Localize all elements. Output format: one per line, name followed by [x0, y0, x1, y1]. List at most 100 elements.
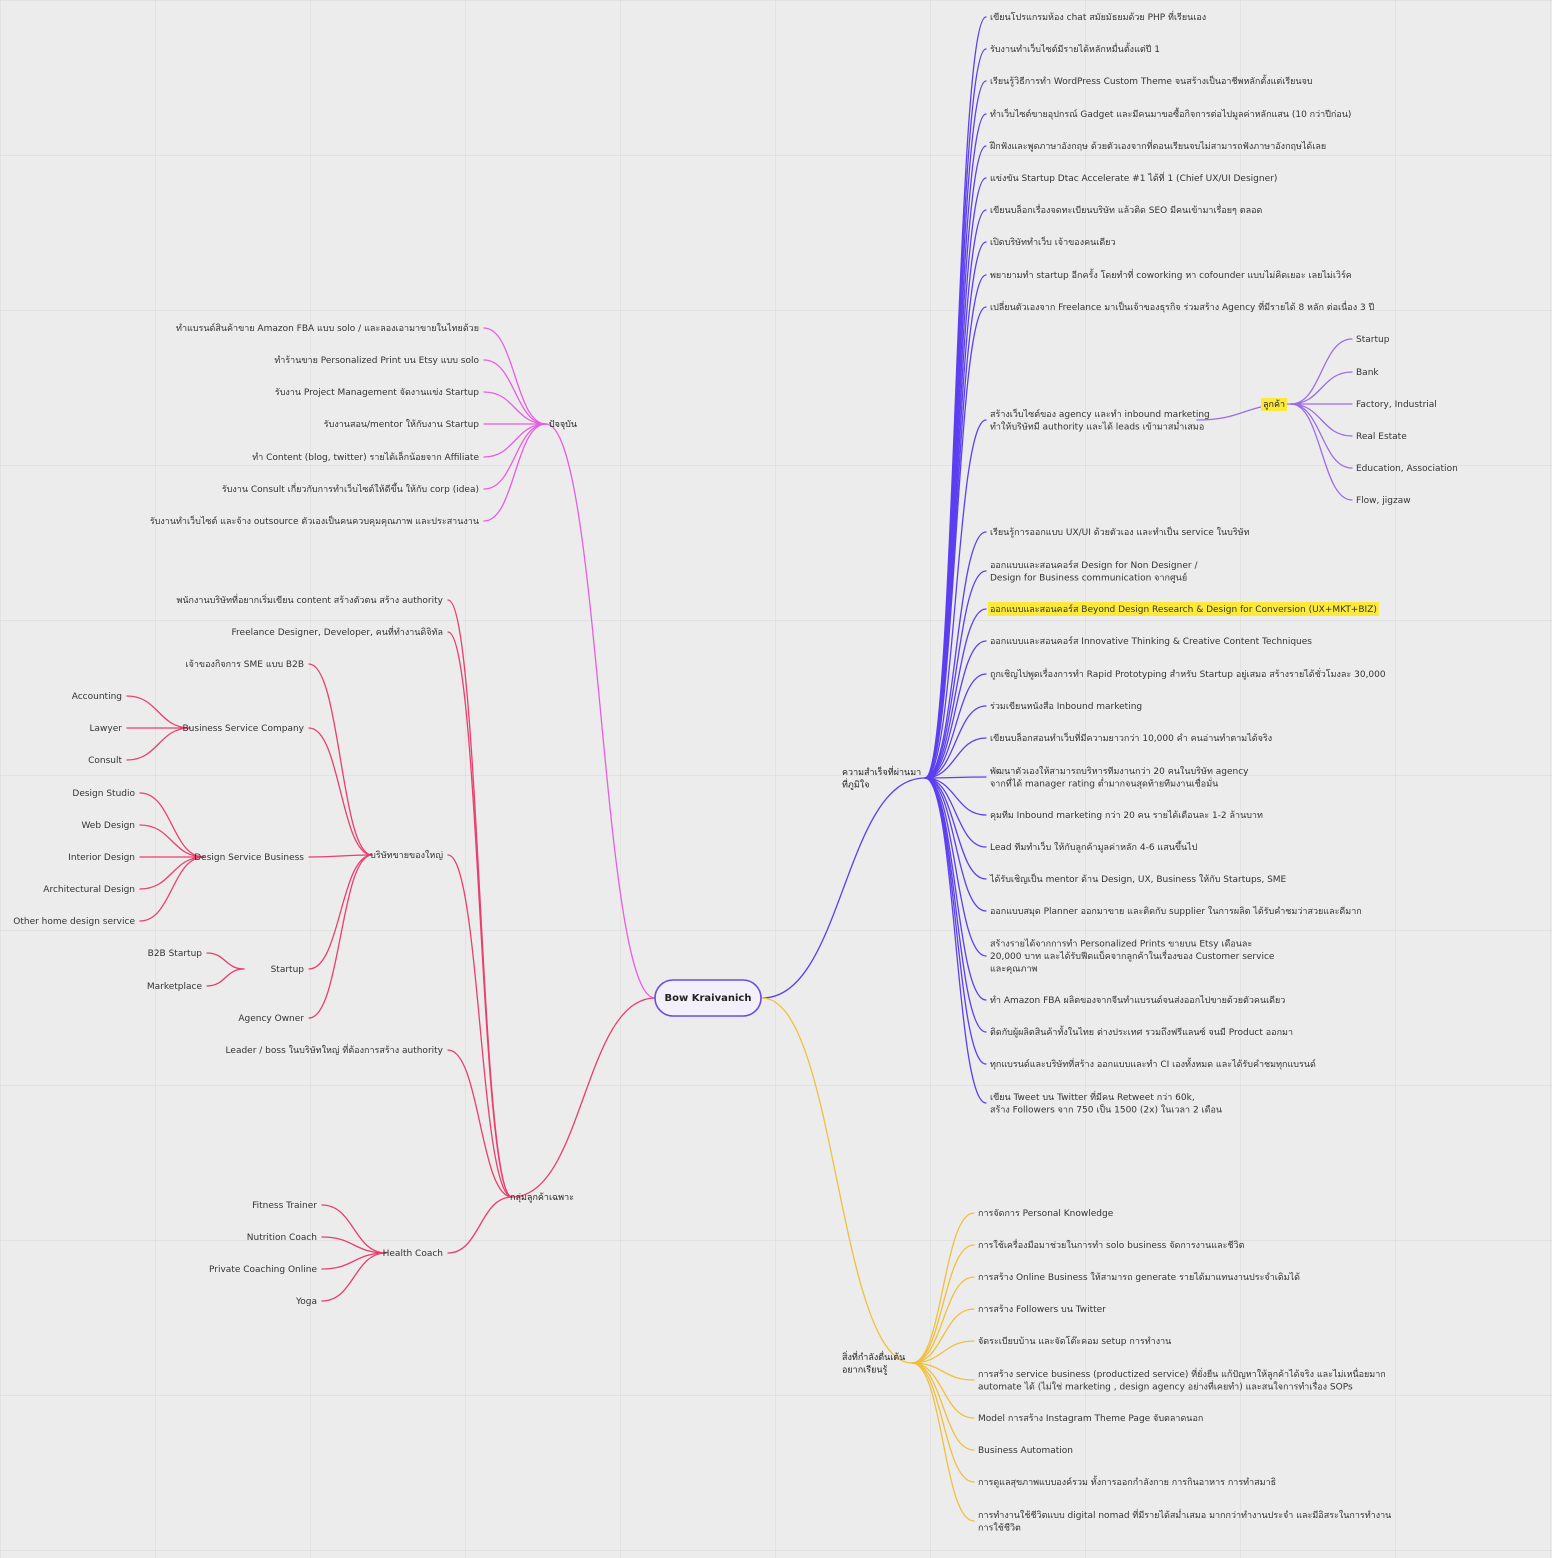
designbiz-child-label[interactable]: Interior Design [68, 853, 135, 863]
achievements-child-label[interactable]: ได้รับเชิญเป็น mentor ด้าน Design, UX, B… [989, 872, 1287, 885]
current-child-label[interactable]: ทำแบรนด์สินค้าขาย Amazon FBA แบบ solo / … [176, 322, 479, 334]
achievements-child-label[interactable]: Lead ทีมทำเว็บ ให้กับลูกค้ามูลค่าหลัก 4-… [990, 840, 1198, 853]
achievements-child-label[interactable]: เรียนรู้การออกแบบ UX/UI ด้วยตัวเอง และทำ… [990, 525, 1250, 538]
customers-child-label[interactable]: Factory, Industrial [1356, 400, 1437, 410]
achievements-child-label[interactable]: 20,000 บาท และได้รับฟีดแบ็คจากลูกค้าในเร… [990, 949, 1275, 962]
learning-child-label[interactable]: จัดระเบียบบ้าน และจัดโต๊ะคอม setup การทำ… [978, 1336, 1171, 1347]
current-child-label[interactable]: รับงานทำเว็บไซต์ และจ้าง outsource ตัวเอ… [150, 514, 479, 527]
achievements-child-label[interactable]: สร้างรายได้จากการทำ Personalized Prints … [990, 939, 1252, 950]
current-branch-label[interactable]: ปัจจุบัน [549, 420, 577, 430]
achievements-child-label[interactable]: เขียน Tweet บน Twitter ที่มีคน Retweet ก… [990, 1090, 1195, 1103]
customers-branch-label[interactable]: ลูกค้า [1263, 399, 1285, 410]
customers-child-label[interactable]: Flow, jigzaw [1356, 496, 1411, 506]
achievements-child-label[interactable]: ร่วมเขียนหนังสือ Inbound marketing [990, 701, 1142, 712]
customers-child-label[interactable]: Bank [1356, 368, 1379, 378]
bizservice-child-label[interactable]: Lawyer [90, 724, 123, 734]
customers-child-label[interactable]: Education, Association [1356, 464, 1458, 474]
achievements-child-label[interactable]: พยายามทำ startup อีกครั้ง โดยทำที่ cowor… [990, 268, 1352, 281]
achievements-child-line [924, 777, 987, 1033]
achievements-child-label[interactable]: สร้างเว็บไซต์ของ agency และทำ inbound ma… [990, 407, 1210, 420]
achievements-child-label[interactable]: เรียนรู้วิธีการทำ WordPress Custom Theme… [990, 74, 1313, 87]
achievements-child-line [924, 777, 987, 816]
root-node-label[interactable]: Bow Kraivanich [665, 993, 752, 1004]
achievements-child-label[interactable]: ออกแบบและสอนคอร์ส Innovative Thinking & … [990, 635, 1312, 647]
learning-child-label[interactable]: การใช้ชีวิต [978, 1522, 1021, 1533]
learning-branch-label[interactable]: อยากเรียนรู้ [842, 1364, 888, 1375]
health-child-label[interactable]: Fitness Trainer [252, 1201, 317, 1211]
bizservice-child-label[interactable]: Accounting [72, 692, 122, 702]
achievements-child-label[interactable]: เขียนบล็อกเรื่องจดทะเบียนบริษัท แล้วติด … [990, 203, 1263, 216]
current-child-label[interactable]: รับงานสอน/mentor ให้กับงาน Startup [324, 419, 479, 430]
learning-child-label[interactable]: การสร้าง service business (productized s… [978, 1367, 1386, 1380]
achievements-child-label[interactable]: เปิดบริษัททำเว็บ เจ้าของคนเดียว [990, 235, 1116, 248]
niche-child-label[interactable]: บริษัทขายของใหญ่ [370, 850, 443, 861]
health-child-label[interactable]: Private Coaching Online [209, 1265, 317, 1275]
startup-child-label[interactable]: B2B Startup [148, 949, 203, 959]
achievements-child-label[interactable]: ถูกเชิญไปพูดเรื่องการทำ Rapid Prototypin… [990, 667, 1386, 680]
designbiz-child-label[interactable]: Architectural Design [43, 885, 135, 895]
achievements-child-label[interactable]: ทำเว็บไซต์ขายอุปกรณ์ Gadget และมีคนมาขอซ… [990, 107, 1351, 120]
learning-child-label[interactable]: การทำงานใช้ชีวิตแบบ digital nomad ที่มีร… [978, 1508, 1391, 1521]
achievements-child-label[interactable]: ทำ Amazon FBA ผลิตของจากจีนทำแบรนด์จนส่ง… [990, 994, 1285, 1006]
bigco-child-label[interactable]: Agency Owner [238, 1014, 304, 1024]
niche-child-label[interactable]: Leader / boss ในบริษัทใหญ่ ที่ต้องการสร้… [226, 1043, 444, 1056]
current-child-label[interactable]: ทำ Content (blog, twitter) รายได้เล็กน้อ… [252, 450, 479, 463]
achievements-child-label[interactable]: ฝึกฟังและพูดภาษาอังกฤษ ด้วยตัวเองจากที่ต… [989, 139, 1326, 152]
niche-branch-label[interactable]: กลุ่มลูกค้าเฉพาะ [510, 1192, 574, 1203]
achievements-child-label[interactable]: เขียนบล็อกสอนทำเว็บที่มีความยาวกว่า 10,0… [990, 731, 1272, 744]
achievements-child-label[interactable]: ติดกับผู้ผลิตสินค้าทั้งในไทย ต่างประเทศ … [990, 1025, 1293, 1038]
achievements-child-label[interactable]: ออกแบบและสอนคอร์ส Beyond Design Research… [990, 603, 1377, 615]
learning-child-label[interactable]: การสร้าง Online Business ให้สามารถ gener… [978, 1272, 1300, 1283]
current-child-label[interactable]: ทำร้านขาย Personalized Print บน Etsy แบบ… [274, 355, 479, 366]
achievements-child-line [924, 48, 987, 779]
achievements-branch-label[interactable]: ที่ภูมิใจ [842, 777, 869, 790]
learning-child-label[interactable]: การใช้เครื่องมือมาช่วยในการทำ solo busin… [978, 1238, 1245, 1251]
health-child-label[interactable]: Yoga [295, 1297, 317, 1307]
achievements-child-label[interactable]: รับงานทำเว็บไซต์มีรายได้หลักหมื่นตั้งแต่… [990, 42, 1160, 55]
current-child-label[interactable]: รับงาน Consult เกี่ยวกับการทำเว็บไซต์ให้… [222, 482, 479, 495]
achievements-child-label[interactable]: ทำให้บริษัทมี authority และได้ leads เข้… [990, 419, 1204, 432]
achievements-child-label[interactable]: สร้าง Followers จาก 750 เป็น 1500 (2x) ใ… [990, 1102, 1222, 1115]
niche-child-label[interactable]: Freelance Designer, Developer, คนที่ทำงา… [232, 625, 443, 638]
achievements-child-label[interactable]: Design for Business communication จากศูน… [990, 571, 1187, 583]
achievements-child-label[interactable]: ออกแบบและสอนคอร์ส Design for Non Designe… [990, 559, 1198, 571]
bigco-child-label[interactable]: Design Service Business [194, 853, 304, 863]
learning-child-label[interactable]: การสร้าง Followers บน Twitter [978, 1304, 1106, 1315]
root-node-frame[interactable] [654, 979, 762, 1017]
achievements-child-label[interactable]: ทุกแบรนด์และบริษัทที่สร้าง ออกแบบและทำ C… [990, 1057, 1316, 1070]
health-child-label[interactable]: Nutrition Coach [247, 1233, 317, 1243]
niche-child-line [447, 854, 513, 1198]
bizservice-child-label[interactable]: Consult [88, 756, 122, 766]
learning-branch-label[interactable]: สิ่งที่กำลังตื่นเต้น [842, 1350, 905, 1363]
designbiz-child-label[interactable]: Other home design service [13, 917, 135, 927]
startup-child-label[interactable]: Marketplace [147, 982, 203, 992]
achievements-child-label[interactable]: พัฒนาตัวเองให้สามารถบริหารทีมงานกว่า 20 … [990, 766, 1249, 777]
bigco-child-label[interactable]: Business Service Company [183, 724, 305, 734]
bigco-child-label[interactable]: เจ้าของกิจการ SME แบบ B2B [186, 659, 304, 670]
achievements-child-label[interactable]: ออกแบบสมุด Planner ออกมาขาย และติดกับ su… [990, 906, 1362, 917]
achievements-child-label[interactable]: และคุณภาพ [990, 965, 1038, 975]
bigco-child-line [308, 663, 373, 856]
learning-child-label[interactable]: Model การสร้าง Instagram Theme Page จับต… [978, 1413, 1203, 1424]
learning-child-label[interactable]: Business Automation [978, 1446, 1073, 1456]
niche-child-label[interactable]: พนักงานบริษัทที่อยากเริ่มเขียน content ส… [176, 593, 443, 606]
bigco-child-label[interactable]: Startup [271, 965, 305, 975]
current-child-label[interactable]: รับงาน Project Management จัดงานแข่ง Sta… [275, 388, 479, 398]
achievements-child-label[interactable]: เขียนโปรแกรมห้อง chat สมัยมัธยมด้วย PHP … [990, 10, 1206, 23]
achievements-child-label[interactable]: จากที่ได้ manager rating ต่ำมากจนสุดท้าย… [990, 776, 1218, 789]
achievements-child-label[interactable]: เปลี่ยนตัวเองจาก Freelance มาเป็นเจ้าของ… [990, 300, 1375, 313]
learning-child-label[interactable]: automate ได้ (ไม่ใช่ marketing , design … [978, 1379, 1353, 1392]
learning-child-label[interactable]: การจัดการ Personal Knowledge [978, 1209, 1114, 1219]
customers-child-line [1290, 403, 1353, 437]
niche-child-label[interactable]: Health Coach [383, 1249, 443, 1259]
achievements-branch-label[interactable]: ความสำเร็จที่ผ่านมา [842, 765, 921, 778]
customers-child-label[interactable]: Startup [1356, 335, 1390, 345]
achievements-child-label[interactable]: คุมทีม Inbound marketing กว่า 20 คน รายไ… [990, 810, 1263, 821]
customers-child-label[interactable]: Real Estate [1356, 432, 1407, 442]
current-child-line [483, 327, 547, 425]
designbiz-child-label[interactable]: Design Studio [72, 789, 135, 799]
learning-child-label[interactable]: การดูแลสุขภาพแบบองค์รวม ทั้งการออกกำลังก… [978, 1475, 1276, 1488]
learning-child-line [911, 1362, 975, 1522]
designbiz-child-label[interactable]: Web Design [81, 821, 135, 831]
achievements-child-label[interactable]: แข่งขัน Startup Dtac Accelerate #1 ได้ที… [990, 171, 1277, 184]
